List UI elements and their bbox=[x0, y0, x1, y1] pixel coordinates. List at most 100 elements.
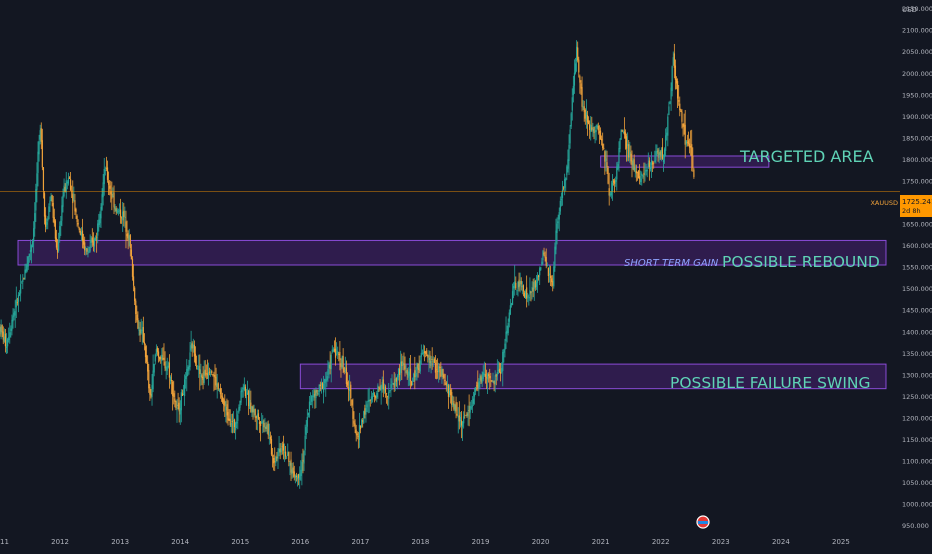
candle-body bbox=[269, 436, 271, 440]
candle-body bbox=[598, 131, 601, 133]
candle-body bbox=[193, 344, 195, 357]
candle-body bbox=[192, 344, 194, 349]
candle-body bbox=[236, 421, 238, 424]
y-tick-label: 1300.000 bbox=[902, 371, 932, 379]
economic-event-marker[interactable] bbox=[696, 515, 710, 529]
possible-rebound-zone[interactable] bbox=[17, 239, 887, 266]
y-tick-label: 1900.000 bbox=[902, 113, 932, 121]
candle-body bbox=[680, 110, 682, 113]
candle-body bbox=[441, 368, 443, 376]
candle-body bbox=[250, 402, 252, 412]
candle-body bbox=[480, 376, 482, 382]
candle-body bbox=[361, 419, 363, 428]
candle-body bbox=[472, 398, 475, 404]
candle-body bbox=[128, 235, 130, 241]
candle-body bbox=[68, 177, 71, 179]
candle-body bbox=[557, 221, 559, 224]
candle-body bbox=[117, 211, 119, 213]
candle-body bbox=[347, 387, 350, 390]
candle-body bbox=[489, 375, 491, 379]
candle-body bbox=[445, 382, 447, 386]
candle-body bbox=[246, 392, 249, 395]
candle-body bbox=[426, 350, 428, 357]
candle-body bbox=[547, 267, 549, 276]
candle-body bbox=[637, 170, 640, 179]
candle-body bbox=[460, 420, 463, 426]
candle-body bbox=[443, 374, 445, 379]
candle-body bbox=[666, 132, 668, 136]
candle-body bbox=[497, 370, 500, 371]
candle-body bbox=[585, 112, 587, 121]
y-tick-label: 1150.000 bbox=[902, 436, 932, 444]
candle-body bbox=[210, 374, 212, 376]
y-tick-label: 2100.000 bbox=[902, 27, 932, 35]
candle-body bbox=[73, 200, 75, 202]
candle-body bbox=[72, 193, 74, 204]
candle-body bbox=[359, 425, 362, 430]
candle-body bbox=[403, 363, 405, 365]
candle-body bbox=[185, 376, 187, 380]
candle-body bbox=[607, 167, 609, 184]
candle-body bbox=[465, 415, 467, 417]
candle-body bbox=[562, 187, 565, 189]
candle-body bbox=[166, 366, 168, 371]
candle-body bbox=[325, 379, 327, 382]
candle-body bbox=[502, 351, 504, 371]
candle-body bbox=[446, 384, 448, 387]
candle-body bbox=[173, 393, 175, 398]
candle-body bbox=[137, 318, 139, 329]
candle-body bbox=[113, 192, 115, 208]
candle-body bbox=[136, 314, 138, 321]
y-axis[interactable]: USD 950.000 1000.000 1050.000 1100.000 1150.… bbox=[902, 5, 932, 530]
candle-body bbox=[649, 167, 652, 170]
last-price-label[interactable]: XAUUSD 1725.241 2d 8h bbox=[870, 195, 932, 217]
candle-body bbox=[657, 149, 659, 154]
candles-layer bbox=[0, 40, 695, 489]
candle-body bbox=[307, 412, 309, 416]
candle-body bbox=[616, 166, 618, 180]
candle-body bbox=[422, 352, 425, 354]
candle-body bbox=[175, 400, 177, 409]
candle-body bbox=[141, 330, 143, 332]
candle-body bbox=[620, 130, 622, 140]
annotation-possible-rebound: POSSIBLE REBOUND bbox=[722, 253, 880, 271]
candle-body bbox=[684, 124, 686, 145]
candle-body bbox=[391, 381, 393, 383]
candle-body bbox=[559, 200, 561, 212]
candle-body bbox=[541, 261, 543, 266]
candle-body bbox=[641, 173, 643, 176]
candle-body bbox=[382, 379, 384, 390]
candle-body bbox=[145, 355, 148, 362]
candle-body bbox=[675, 78, 678, 84]
candle-body bbox=[511, 291, 514, 305]
candle-body bbox=[627, 144, 629, 146]
candle-body bbox=[228, 418, 230, 421]
candle-body bbox=[63, 185, 65, 197]
candle-body bbox=[413, 373, 415, 382]
candle-body bbox=[123, 210, 125, 218]
candle-body bbox=[364, 408, 366, 415]
candle-body bbox=[521, 285, 523, 288]
candle-body bbox=[304, 435, 306, 451]
candle-body bbox=[492, 380, 494, 382]
x-tick-label: 2018 bbox=[412, 538, 430, 546]
candle-body bbox=[231, 421, 233, 422]
candle-body bbox=[387, 395, 389, 397]
y-tick-label: 1800.000 bbox=[902, 156, 932, 164]
targeted-area-zone[interactable] bbox=[600, 155, 770, 168]
candle-body bbox=[301, 462, 303, 471]
candle-body bbox=[274, 461, 276, 463]
y-tick-label: 1600.000 bbox=[902, 242, 932, 250]
candle-body bbox=[555, 230, 557, 250]
candle-body bbox=[12, 316, 14, 322]
candle-body bbox=[355, 429, 357, 435]
candle-body bbox=[211, 371, 213, 373]
x-axis[interactable]: 2011 2012 2013 2014 2015 2016 2017 2018 2019 2020… bbox=[0, 538, 850, 546]
x-tick-label: 2019 bbox=[472, 538, 490, 546]
y-tick-label: 2050.000 bbox=[902, 48, 932, 56]
candle-body bbox=[376, 392, 378, 398]
candle-body bbox=[389, 390, 391, 391]
candle-body bbox=[266, 425, 268, 429]
